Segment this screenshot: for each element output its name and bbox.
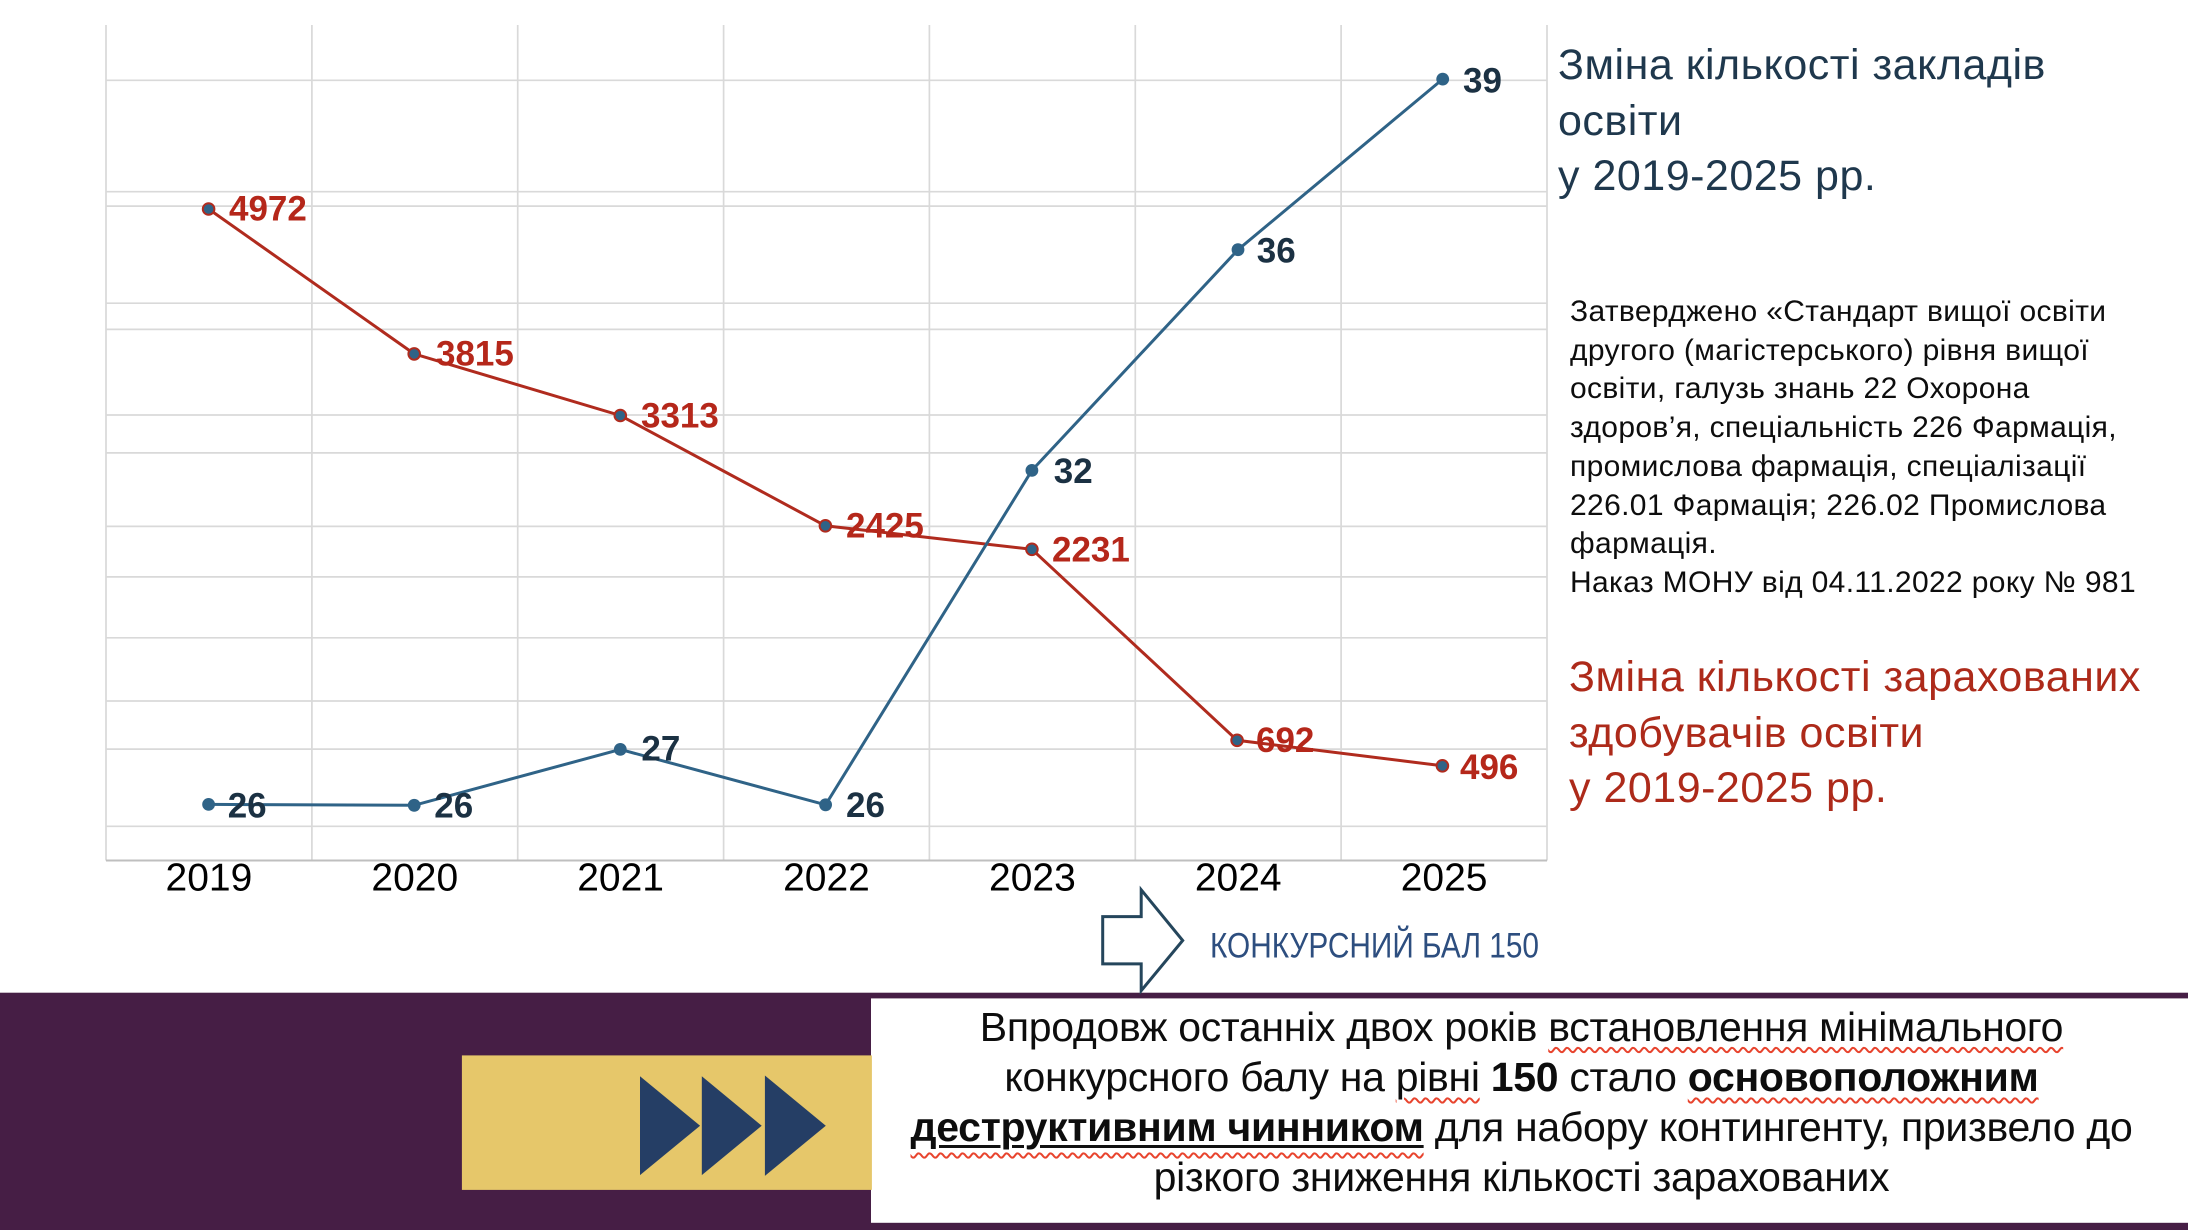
svg-text:2020: 2020	[371, 857, 458, 900]
svg-text:2022: 2022	[783, 857, 870, 900]
svg-text:3815: 3815	[436, 335, 514, 374]
svg-text:2019: 2019	[166, 857, 253, 900]
svg-text:27: 27	[641, 730, 680, 769]
svg-text:2024: 2024	[1195, 857, 1282, 900]
svg-text:26: 26	[434, 787, 473, 826]
svg-text:26: 26	[228, 787, 267, 826]
svg-text:32: 32	[1054, 452, 1093, 491]
svg-text:2231: 2231	[1052, 531, 1130, 570]
svg-text:39: 39	[1463, 62, 1502, 101]
svg-text:26: 26	[846, 786, 885, 825]
svg-text:4972: 4972	[229, 190, 307, 229]
svg-text:692: 692	[1256, 721, 1314, 760]
svg-text:2425: 2425	[846, 507, 924, 546]
svg-text:2023: 2023	[989, 857, 1076, 900]
svg-text:2021: 2021	[577, 857, 664, 900]
svg-text:2025: 2025	[1401, 857, 1488, 900]
svg-text:36: 36	[1257, 232, 1296, 271]
svg-text:3313: 3313	[641, 397, 719, 436]
svg-text:КОНКУРСНИЙ БАЛ 150: КОНКУРСНИЙ БАЛ 150	[1210, 926, 1539, 966]
svg-text:496: 496	[1460, 748, 1518, 787]
